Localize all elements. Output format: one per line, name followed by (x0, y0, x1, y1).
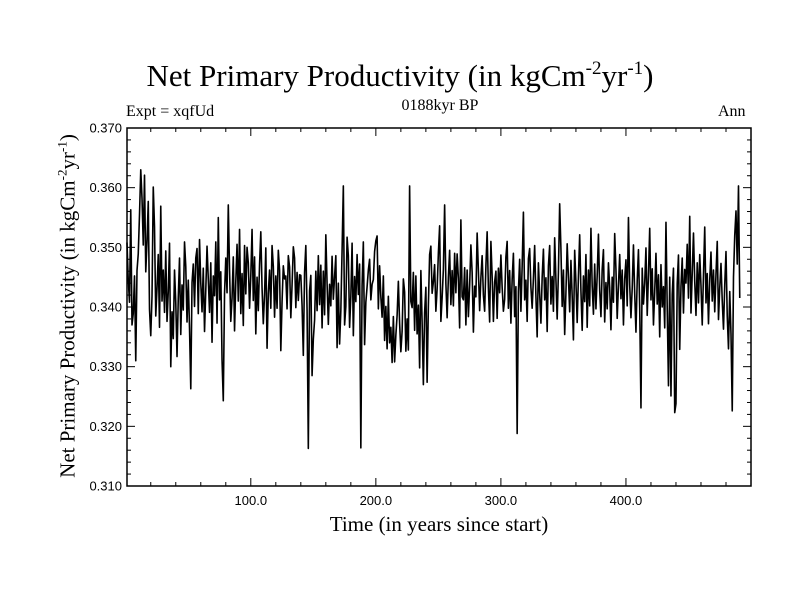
period-label: 0188kyr BP (401, 97, 479, 114)
y-tick-label: 0.330 (89, 359, 122, 374)
y-tick-label: 0.310 (89, 479, 122, 494)
experiment-label: Expt = xqfUd (126, 103, 215, 120)
y-tick-label: 0.320 (89, 419, 122, 434)
y-tick-label: 0.360 (89, 180, 122, 195)
x-tick-label: 400.0 (610, 493, 643, 508)
series-layer (126, 168, 741, 450)
x-axis-label: Time (in years since start) (329, 512, 549, 536)
title-exponent-2: -1 (627, 58, 644, 79)
x-tick-label: 300.0 (485, 493, 518, 508)
title-exponent-1: -2 (585, 58, 602, 79)
title-close-paren: ) (643, 58, 654, 93)
tick-labels: 100.0 200.0 300.0 400.0 0.310 0.320 0.330 0.340… (89, 121, 642, 509)
x-tick-label: 200.0 (360, 493, 393, 508)
season-label: Ann (718, 103, 746, 120)
y-tick-label: 0.350 (89, 240, 122, 255)
series-line (126, 168, 741, 450)
title-text: Net Primary Productivity (in kgCm (146, 58, 586, 93)
plot-frame (126, 127, 752, 487)
title-unit-yr: yr (601, 58, 628, 93)
y-tick-label: 0.340 (89, 300, 122, 315)
x-tick-label: 100.0 (235, 493, 268, 508)
chart-title: Net Primary Productivity (in kgCm-2yr-1) (0, 58, 800, 94)
y-tick-label: 0.370 (89, 121, 122, 136)
